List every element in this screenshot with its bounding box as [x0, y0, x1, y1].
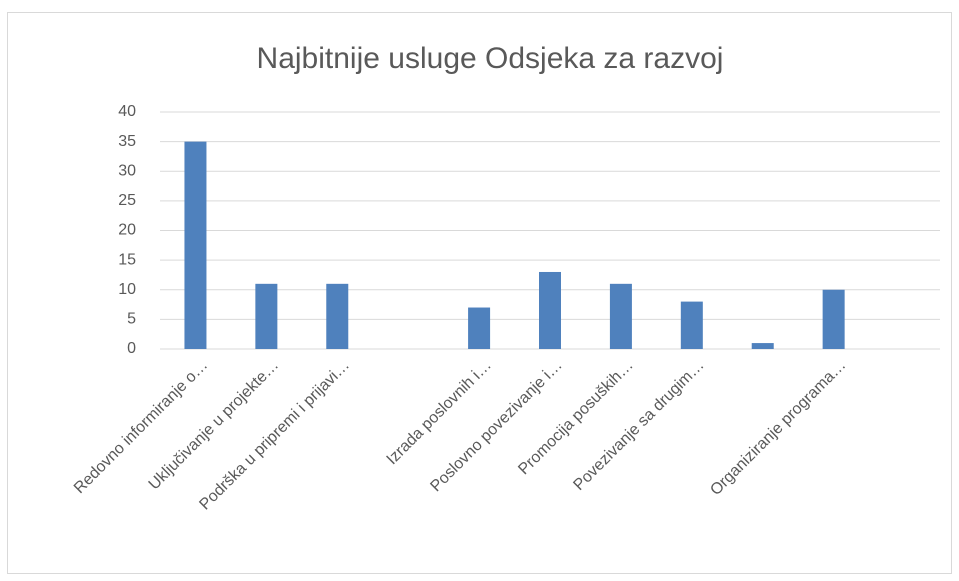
- bar: [822, 289, 845, 349]
- y-tick-label: 40: [118, 103, 136, 120]
- bar: [751, 343, 774, 349]
- y-tick-label: 25: [118, 192, 136, 209]
- bar: [539, 271, 561, 349]
- y-tick-label: 20: [118, 222, 136, 239]
- bar: [184, 141, 207, 349]
- y-tick-label: 10: [118, 281, 136, 298]
- bar: [326, 283, 349, 349]
- bar: [468, 307, 491, 349]
- bar: [609, 283, 632, 349]
- y-tick-label: 15: [118, 251, 136, 268]
- y-tick-label: 30: [118, 162, 136, 179]
- bar: [680, 301, 703, 349]
- chart-title: Najbitnije usluge Odsjeka za razvoj: [257, 42, 724, 75]
- y-tick-label: 5: [127, 311, 136, 328]
- y-tick-label: 35: [118, 133, 136, 150]
- chart-border: [7, 12, 952, 574]
- y-tick-label: 0: [127, 340, 136, 357]
- bar: [255, 283, 278, 349]
